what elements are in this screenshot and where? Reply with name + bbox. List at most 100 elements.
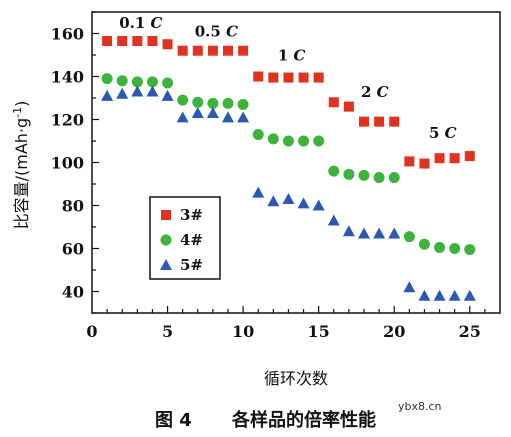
x-tick-label: 10	[232, 322, 254, 341]
y-tick-label: 100	[51, 154, 84, 173]
data-point	[147, 36, 158, 47]
data-points	[101, 36, 476, 301]
data-point	[117, 36, 128, 47]
data-point	[418, 289, 431, 301]
data-point	[312, 199, 325, 211]
data-point	[343, 101, 354, 112]
y-tick-label: 40	[62, 283, 84, 302]
series-4	[101, 73, 476, 256]
data-point	[207, 45, 218, 56]
data-point	[373, 172, 385, 184]
y-tick-label: 160	[51, 25, 84, 44]
data-point	[116, 87, 129, 99]
data-point	[176, 111, 189, 123]
figure-label: 图 4	[155, 410, 192, 431]
data-point	[433, 289, 446, 301]
axis-ticks	[92, 11, 486, 314]
data-point	[101, 73, 113, 85]
x-axis-title: 循环次数	[264, 369, 328, 388]
data-point	[373, 227, 386, 239]
data-point	[298, 135, 310, 147]
legend: 3# 4# 5#	[149, 196, 221, 280]
rate-label: 0.5 C	[195, 23, 238, 41]
x-tick-label: 5	[162, 322, 173, 341]
data-point	[464, 151, 475, 162]
data-point	[131, 76, 143, 88]
legend-label: 5#	[180, 256, 203, 274]
x-tick-label: 25	[459, 322, 481, 341]
rate-label: 5 C	[429, 124, 457, 142]
y-tick-label: 120	[51, 111, 84, 130]
data-point	[192, 45, 203, 56]
y-tick-label: 140	[51, 68, 84, 87]
data-point	[464, 244, 476, 256]
x-tick-label: 20	[383, 322, 405, 341]
data-point	[207, 97, 219, 109]
data-point	[268, 72, 279, 83]
data-point	[162, 39, 173, 50]
data-point	[222, 111, 234, 123]
data-point	[222, 97, 234, 109]
data-point	[434, 241, 446, 253]
series-3	[102, 36, 475, 169]
data-point	[162, 77, 174, 89]
data-point	[448, 289, 461, 301]
legend-label: 4#	[180, 231, 203, 249]
data-point	[267, 133, 279, 145]
data-point	[297, 197, 310, 209]
data-point	[358, 227, 370, 239]
x-tick-label: 0	[86, 322, 97, 341]
data-point	[403, 281, 416, 293]
data-point	[283, 72, 294, 83]
rate-label: 1 C	[278, 46, 306, 64]
data-point	[434, 153, 445, 164]
data-point	[389, 116, 400, 127]
data-point	[313, 135, 325, 147]
data-point	[132, 36, 143, 47]
data-point	[359, 116, 369, 127]
data-point	[177, 45, 188, 56]
legend-marker	[161, 210, 171, 220]
data-point	[237, 98, 249, 110]
legend-marker	[160, 259, 172, 270]
data-point	[404, 156, 415, 167]
x-tick-labels: 0 5 10 15 20 25	[86, 322, 480, 341]
data-point	[282, 193, 295, 205]
data-point	[463, 289, 476, 301]
y-axis-title-tail: )	[12, 101, 31, 107]
data-point	[298, 72, 309, 83]
data-point	[328, 165, 340, 177]
data-point	[131, 85, 144, 97]
data-point	[177, 94, 189, 106]
rate-annotations: 0.1 C 0.5 C 1 C 2 C 5 C	[119, 14, 456, 142]
data-point	[252, 129, 264, 141]
data-point	[418, 238, 430, 250]
data-point	[328, 97, 339, 108]
rate-label: 0.1 C	[119, 14, 162, 32]
data-point	[192, 96, 204, 108]
data-point	[161, 89, 174, 101]
legend-marker	[160, 234, 172, 246]
rate-label: 2 C	[361, 83, 389, 101]
data-point	[313, 72, 324, 83]
y-tick-label: 80	[62, 197, 84, 216]
x-tick-label: 15	[308, 322, 330, 341]
watermark: ybx8.cn	[398, 400, 442, 413]
data-point	[237, 111, 250, 123]
y-axis-title-sup: -1	[11, 107, 24, 118]
y-tick-label: 60	[62, 240, 84, 259]
data-point	[388, 172, 400, 184]
data-point	[282, 135, 294, 147]
data-point	[238, 45, 249, 56]
data-point	[191, 107, 204, 119]
data-point	[253, 71, 264, 82]
data-point	[267, 195, 280, 207]
data-point	[449, 243, 461, 254]
data-point	[449, 153, 460, 164]
figure-caption: 各样品的倍率性能	[231, 409, 376, 431]
data-point	[358, 169, 370, 181]
data-point	[419, 158, 430, 169]
legend-label: 3#	[180, 206, 203, 224]
data-point	[252, 186, 265, 198]
data-point	[403, 231, 415, 243]
